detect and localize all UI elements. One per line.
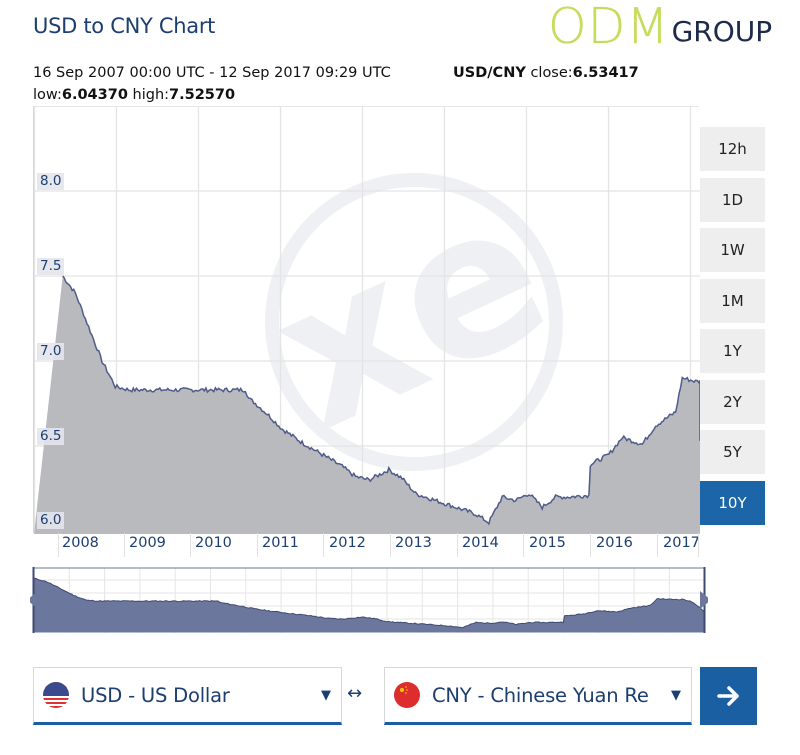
period-12h-button[interactable]: 12h — [700, 127, 765, 171]
low-label: low: — [33, 87, 62, 103]
x-tick: 2013 — [395, 535, 432, 551]
close-value: 6.53417 — [572, 65, 639, 81]
close-label: close: — [530, 65, 573, 81]
x-tick: 2014 — [462, 535, 499, 551]
date-range: 16 Sep 2007 00:00 UTC - 12 Sep 2017 09:2… — [33, 65, 391, 81]
logo-primary: ODM — [548, 0, 670, 55]
x-tick: 2012 — [329, 535, 366, 551]
y-tick: 6.5 — [37, 428, 65, 445]
x-tick: 2009 — [129, 535, 166, 551]
main-chart-plot[interactable]: xe — [34, 107, 700, 534]
cn-flag-icon — [394, 682, 420, 708]
period-1m-button[interactable]: 1M — [700, 278, 765, 323]
navigator-right-handle-icon — [700, 567, 711, 633]
y-tick: 7.0 — [37, 343, 65, 360]
page-title: USD to CNY Chart — [33, 14, 216, 38]
period-10y-button[interactable]: 10Y — [700, 480, 765, 525]
x-tick: 2017 — [663, 535, 700, 551]
chevron-down-icon: ▼ — [671, 687, 681, 703]
y-tick: 8.0 — [37, 173, 65, 190]
x-tick: 2016 — [596, 535, 633, 551]
chart-summary: 16 Sep 2007 00:00 UTC - 12 Sep 2017 09:2… — [33, 62, 639, 106]
low-high: low:6.04370 high:7.52570 — [33, 84, 391, 106]
period-1y-button[interactable]: 1Y — [700, 329, 765, 373]
x-axis: 2008 2009 2010 2011 2012 2013 2014 2015 … — [33, 533, 700, 557]
xe-watermark-icon: xe — [241, 153, 579, 476]
y-tick: 7.5 — [37, 258, 65, 275]
x-tick: 2010 — [195, 535, 232, 551]
convert-go-button[interactable] — [700, 667, 757, 725]
close-summary: USD/CNY close:6.53417 — [453, 62, 639, 84]
from-currency-label: USD - US Dollar — [81, 683, 230, 707]
x-tick: 2015 — [529, 535, 566, 551]
to-currency-select[interactable]: CNY - Chinese Yuan Re ▼ — [384, 667, 692, 725]
pair-label: USD/CNY — [453, 65, 526, 81]
x-tick: 2008 — [62, 535, 99, 551]
to-currency-label: CNY - Chinese Yuan Re — [432, 683, 649, 707]
period-5y-button[interactable]: 5Y — [700, 430, 765, 474]
period-selector: 12h 1D 1W 1M 1Y 2Y 5Y 10Y — [700, 127, 765, 531]
navigator-left-handle-icon — [27, 567, 38, 633]
high-value: 7.52570 — [169, 87, 236, 103]
us-flag-icon — [43, 682, 69, 708]
x-tick: 2011 — [262, 535, 299, 551]
main-chart[interactable]: xe 8.0 7.5 7.0 6.5 6.0 — [33, 106, 700, 534]
period-1w-button[interactable]: 1W — [700, 228, 765, 272]
period-1d-button[interactable]: 1D — [700, 177, 765, 222]
period-2y-button[interactable]: 2Y — [700, 379, 765, 424]
arrow-right-icon — [716, 686, 739, 706]
logo-secondary: GROUP — [671, 15, 773, 48]
y-tick: 6.0 — [37, 512, 65, 529]
from-currency-select[interactable]: USD - US Dollar ▼ — [33, 667, 342, 725]
chevron-down-icon: ▼ — [321, 687, 331, 703]
odm-group-logo: ODM GROUP — [548, 0, 773, 55]
low-value: 6.04370 — [61, 87, 128, 103]
svg-text:xe: xe — [241, 153, 579, 476]
range-navigator[interactable] — [27, 567, 711, 633]
navigator-plot[interactable] — [27, 567, 711, 633]
swap-currencies-icon[interactable]: ↔ — [347, 683, 363, 704]
high-label: high: — [132, 87, 170, 103]
